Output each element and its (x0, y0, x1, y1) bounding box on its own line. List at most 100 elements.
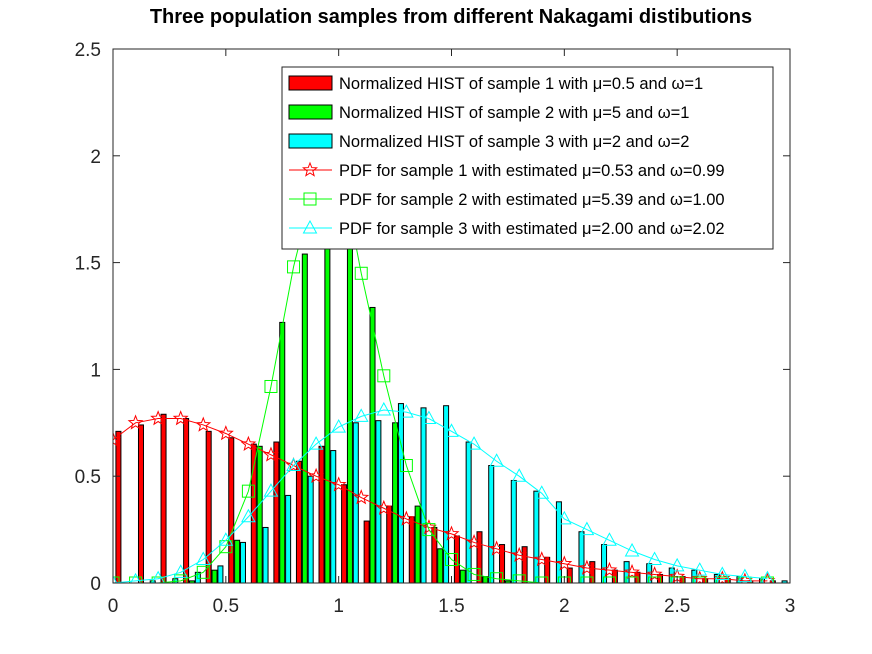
pdf-marker-series-2 (422, 523, 436, 537)
pdf-marker-series-3 (579, 521, 595, 536)
hist-bar-series-1 (431, 526, 438, 583)
pdf-marker-series-2 (264, 379, 278, 393)
y-tick-label: 2.5 (75, 40, 101, 61)
hist-bar-series-1 (408, 516, 415, 583)
pdf-marker-series-1 (330, 476, 347, 492)
hist-bar-series-3 (375, 420, 382, 583)
pdf-marker-series-3 (760, 570, 775, 583)
hist-bar-series-1 (115, 430, 122, 583)
legend-box (281, 66, 774, 250)
pdf-marker-series-1 (601, 561, 618, 577)
pdf-marker-series-3 (173, 564, 189, 578)
pdf-marker-series-1 (285, 457, 302, 473)
x-tick-label: 1.5 (438, 596, 464, 617)
pdf-marker-series-1 (511, 546, 528, 563)
legend-label: Normalized HIST of sample 3 with μ=2 and… (339, 133, 689, 151)
pdf-marker-series-1 (308, 467, 325, 483)
pdf-marker-series-3 (399, 404, 414, 418)
pdf-marker-series-3 (241, 508, 256, 523)
pdf-marker-series-3 (466, 436, 482, 450)
hist-bar-series-1 (318, 445, 325, 583)
pdf-marker-series-2 (693, 576, 707, 583)
x-tick-label: 1 (333, 596, 344, 617)
pdf-marker-series-1 (533, 551, 550, 567)
pdf-marker-series-3 (511, 468, 527, 482)
pdf-marker-series-2 (399, 459, 413, 473)
hist-bar-series-3 (465, 441, 472, 583)
y-tick-label: 0.5 (75, 467, 101, 488)
pdf-marker-series-1 (624, 563, 641, 580)
hist-bar-series-3 (578, 531, 585, 583)
pdf-marker-series-1 (195, 416, 212, 432)
legend-swatch (288, 104, 333, 120)
hist-bar-series-3 (239, 541, 246, 583)
pdf-marker-series-3 (556, 510, 572, 525)
hist-bar-series-2 (211, 569, 218, 583)
hist-bar-series-2 (256, 445, 263, 583)
legend-label: PDF for sample 1 with estimated μ=0.53 a… (339, 162, 725, 180)
pdf-marker-series-3 (353, 408, 369, 422)
pdf-marker-series-3 (113, 574, 118, 583)
pdf-marker-series-1 (398, 510, 415, 526)
hist-bar-series-3 (443, 405, 450, 583)
hist-bar-series-1 (386, 505, 393, 583)
legend-label: Normalized HIST of sample 2 with μ=5 and… (339, 104, 689, 122)
pdf-marker-series-2 (354, 266, 368, 280)
chart-title: Three population samples from different … (150, 6, 752, 28)
y-tick-label: 1 (90, 360, 101, 381)
hist-bar-series-3 (194, 571, 201, 583)
legend-label: PDF for sample 3 with estimated μ=2.00 a… (339, 220, 725, 238)
pdf-marker-series-3 (263, 483, 279, 497)
pdf-marker-series-2 (151, 576, 165, 583)
pdf-marker-series-2 (287, 260, 301, 274)
hist-bar-series-2 (369, 306, 376, 583)
legend-marker (303, 192, 317, 206)
pdf-marker-series-3 (692, 562, 708, 576)
pdf-marker-series-2 (174, 574, 188, 583)
hist-bar-series-2 (482, 576, 489, 583)
hist-bar-series-3 (397, 403, 404, 583)
legend-marker (302, 219, 318, 234)
hist-bar-series-3 (533, 490, 540, 583)
pdf-marker-series-2 (377, 369, 391, 383)
x-tick-label: 2.5 (664, 596, 690, 617)
pdf-marker-series-3 (218, 532, 234, 546)
pdf-marker-series-1 (691, 570, 708, 583)
legend-swatch (288, 133, 333, 149)
x-tick-label: 0.5 (213, 596, 239, 617)
pdf-marker-series-2 (715, 576, 729, 583)
pdf-marker-series-1 (217, 425, 234, 441)
pdf-marker-series-3 (602, 532, 617, 546)
pdf-marker-series-3 (376, 401, 392, 416)
pdf-line-series-3 (113, 409, 768, 583)
hist-bar-series-1 (295, 460, 302, 583)
hist-bar-series-1 (657, 573, 664, 583)
pdf-marker-series-3 (195, 551, 211, 566)
pdf-marker-series-2 (490, 572, 504, 583)
pdf-marker-series-3 (151, 570, 165, 583)
hist-bar-series-3 (488, 465, 495, 583)
pdf-marker-series-2 (648, 576, 662, 583)
hist-bar-series-1 (363, 520, 370, 583)
pdf-marker-series-1 (556, 555, 573, 571)
pdf-curves (113, 149, 776, 583)
hist-bar-series-2 (437, 548, 444, 583)
pdf-marker-series-3 (624, 542, 640, 557)
legend-swatch (288, 75, 333, 91)
legend: Normalized HIST of sample 1 with μ=0.5 a… (281, 66, 774, 250)
hist-bar-series-1 (521, 546, 528, 583)
pdf-marker-series-3 (737, 568, 753, 583)
hist-bar-series-3 (307, 475, 314, 583)
x-tick-label: 0 (108, 596, 119, 617)
pdf-marker-series-3 (714, 566, 730, 580)
hist-bar-series-3 (330, 450, 337, 583)
pdf-marker-series-2 (602, 576, 616, 583)
pdf-marker-series-1 (240, 435, 257, 451)
hist-bar-series-1 (205, 430, 212, 583)
pdf-marker-series-1 (172, 410, 189, 426)
pdf-marker-series-1 (443, 525, 460, 541)
pdf-marker-series-1 (578, 559, 595, 575)
hist-bar-series-2 (459, 569, 466, 583)
legend-label: PDF for sample 2 with estimated μ=5.39 a… (339, 191, 725, 209)
